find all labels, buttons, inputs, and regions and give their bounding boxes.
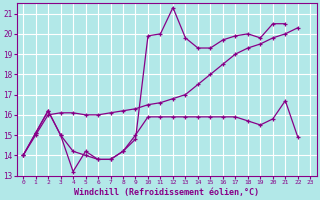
X-axis label: Windchill (Refroidissement éolien,°C): Windchill (Refroidissement éolien,°C) [74, 188, 259, 197]
